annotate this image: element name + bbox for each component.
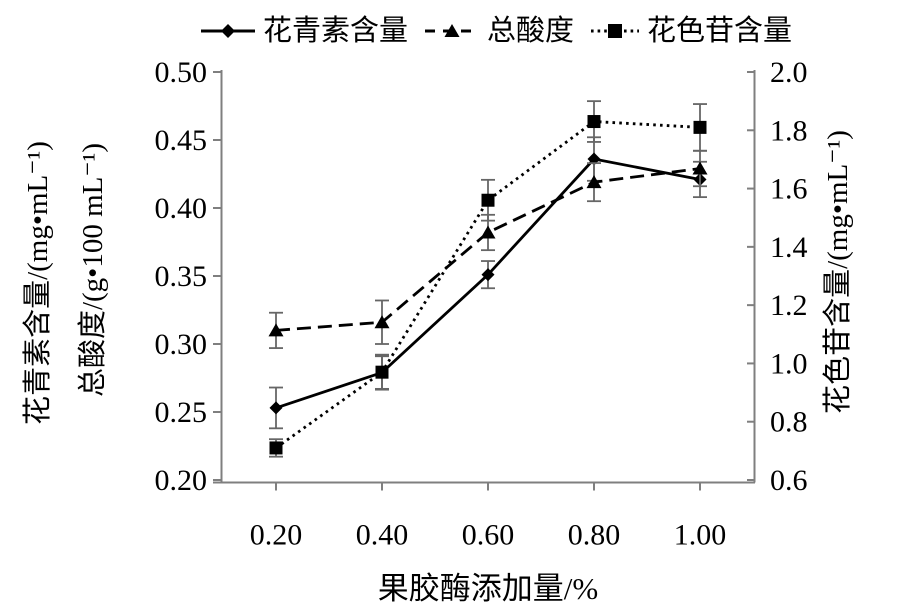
left-tick-label: 0.40 [155,192,208,225]
series-花色苷含量 [269,100,707,458]
series-总酸度 [268,149,708,349]
x-axis-title: 果胶酶添加量/% [377,571,599,606]
solid-line-sample-icon [200,24,255,38]
legend-label: 花青素含量 [262,15,408,47]
square-marker-icon [269,441,283,455]
right-tick-label: 0.6 [770,464,808,497]
left-tick-label: 0.20 [155,464,208,497]
dotted-line-sample-icon [591,24,639,38]
diamond-marker-icon [481,268,495,282]
left-tick-label: 0.30 [155,328,208,361]
x-tick-label: 0.80 [568,519,621,552]
right-tick-label: 1.4 [770,231,808,264]
x-tick-label: 1.00 [674,519,727,552]
left-tick-label: 0.45 [155,124,208,157]
square-marker-icon [375,365,389,379]
triangle-marker-icon [480,225,496,239]
tick-marks [213,71,755,491]
triangle-marker-icon [444,24,460,37]
right-tick-label: 0.8 [770,406,808,439]
diamond-marker-icon [269,401,283,415]
triangle-markers [268,161,708,337]
axes [213,70,756,484]
right-tick-label: 1.2 [770,289,808,322]
triangle-marker-icon [586,175,602,189]
left-tick-label: 0.50 [155,56,208,89]
legend-label: 花色苷含量 [647,15,793,47]
right-tick-label: 1.0 [770,347,808,380]
legend-item-anthocyanin-content: 花青素含量 [200,14,408,48]
right-tick-label: 1.6 [770,173,808,206]
triangle-marker-icon [692,161,708,175]
square-marker-icon [608,24,622,38]
right-tick-label: 2.0 [770,56,808,89]
right-axis-title: 花色苷含量/(mg•mL⁻¹) [822,130,854,414]
left-tick-label: 0.35 [155,260,208,293]
left-axis-title-anthocyanin: 花青素含量/(mg•mL⁻¹) [22,141,54,425]
triangle-marker-icon [374,315,390,329]
square-markers [269,115,707,455]
right-tick-label: 1.8 [770,114,808,147]
dashed-line-sample-icon [424,24,479,37]
square-marker-icon [587,115,601,129]
chart-legend: 花青素含量 总酸度 花色苷含量 [44,14,904,48]
square-marker-icon [481,193,495,207]
legend-item-anthocyanin-glycoside-content: 花色苷含量 [590,14,792,48]
triangle-marker-icon [268,323,284,337]
series-line [275,167,701,332]
x-tick-label: 0.20 [250,519,303,552]
legend-item-total-acidity: 总酸度 [424,14,574,48]
x-tick-label: 0.40 [356,519,409,552]
left-axis-title-acidity: 总酸度/(g•100 mL⁻¹) [77,142,109,398]
legend-label: 总酸度 [486,15,574,47]
tick-labels: 0.50 0.45 0.40 0.35 0.30 0.25 0.20 2.0 1.8 1.6 1.4… [155,56,808,552]
left-tick-label: 0.25 [155,396,208,429]
diamond-marker-icon [220,24,235,38]
x-tick-label: 0.60 [462,519,515,552]
square-marker-icon [693,120,707,134]
